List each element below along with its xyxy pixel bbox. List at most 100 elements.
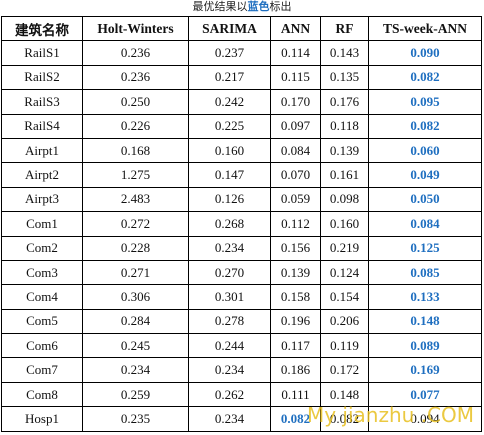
- cell: 0.217: [188, 64, 271, 91]
- results-table: 建筑名称 Holt-Winters SARIMA ANN RF TS-week-ANN R…: [1, 15, 482, 432]
- cell: 0.234: [188, 406, 271, 432]
- cell: 0.059: [270, 186, 321, 213]
- table-row: Com6 0.245 0.244 0.117 0.119 0.089: [1, 333, 482, 359]
- cell: 0.206: [320, 308, 369, 335]
- cell: 0.118: [320, 113, 369, 139]
- cell: 0.186: [270, 357, 321, 383]
- table-row: Airpt3 2.483 0.126 0.059 0.098 0.050: [1, 186, 482, 213]
- cell: 1.275: [82, 162, 189, 188]
- cell: 0.049: [368, 162, 482, 188]
- cell: 0.098: [320, 186, 369, 213]
- cell: 0.097: [270, 113, 321, 139]
- cell: 0.070: [270, 162, 321, 188]
- cell: 0.114: [270, 40, 321, 66]
- row-label: Airpt3: [1, 186, 83, 213]
- cell: 2.483: [82, 186, 189, 213]
- caption-text: 最优结果以: [192, 0, 248, 13]
- cell: 0.082: [320, 406, 369, 432]
- cell: 0.082: [368, 64, 482, 91]
- cell: 0.161: [320, 162, 369, 188]
- header-cell: TS-week-ANN: [368, 15, 482, 42]
- caption-text: 标出: [269, 0, 292, 13]
- table-row: Com7 0.234 0.234 0.186 0.172 0.169: [1, 357, 482, 383]
- cell: 0.237: [188, 40, 271, 66]
- cell: 0.143: [320, 40, 369, 66]
- row-label: Com4: [1, 284, 83, 310]
- table-row: Com4 0.306 0.301 0.158 0.154 0.133: [1, 284, 482, 310]
- table-row: Airpt2 1.275 0.147 0.070 0.161 0.049: [1, 162, 482, 188]
- cell: 0.278: [188, 308, 271, 335]
- row-label: Airpt2: [1, 162, 83, 188]
- cell: 0.234: [188, 357, 271, 383]
- cell: 0.259: [82, 381, 189, 408]
- cell: 0.084: [368, 211, 482, 237]
- cell: 0.160: [188, 137, 271, 164]
- cell: 0.085: [368, 259, 482, 286]
- cell: 0.226: [82, 113, 189, 139]
- cell: 0.139: [270, 259, 321, 286]
- row-label: Com3: [1, 259, 83, 286]
- cell: 0.234: [188, 235, 271, 261]
- row-label: RailS3: [1, 89, 83, 115]
- cell: 0.272: [82, 211, 189, 237]
- cell: 0.262: [188, 381, 271, 408]
- cell: 0.126: [188, 186, 271, 213]
- cell: 0.168: [82, 137, 189, 164]
- cell: 0.135: [320, 64, 369, 91]
- cell: 0.250: [82, 89, 189, 115]
- table-row: Com2 0.228 0.234 0.156 0.219 0.125: [1, 235, 482, 261]
- cell: 0.077: [368, 381, 482, 408]
- cell: 0.235: [82, 406, 189, 432]
- cell: 0.160: [320, 211, 369, 237]
- cell: 0.234: [82, 357, 189, 383]
- cell: 0.268: [188, 211, 271, 237]
- header-cell: RF: [320, 15, 369, 42]
- row-label: Com7: [1, 357, 83, 383]
- cell: 0.176: [320, 89, 369, 115]
- table-row: RailS3 0.250 0.242 0.170 0.176 0.095: [1, 89, 482, 115]
- row-label: Airpt1: [1, 137, 83, 164]
- cell: 0.219: [320, 235, 369, 261]
- cell: 0.084: [270, 137, 321, 164]
- cell: 0.225: [188, 113, 271, 139]
- cell: 0.095: [368, 89, 482, 115]
- cell: 0.228: [82, 235, 189, 261]
- cell: 0.169: [368, 357, 482, 383]
- cell: 0.082: [368, 113, 482, 139]
- caption: 最优结果以蓝色标出: [0, 0, 484, 14]
- cell: 0.117: [270, 333, 321, 359]
- cell: 0.111: [270, 381, 321, 408]
- cell: 0.158: [270, 284, 321, 310]
- header-cell: 建筑名称: [1, 15, 83, 42]
- table-row: Airpt1 0.168 0.160 0.084 0.139 0.060: [1, 137, 482, 164]
- cell: 0.125: [368, 235, 482, 261]
- cell: 0.236: [82, 40, 189, 66]
- header-cell: Holt-Winters: [82, 15, 189, 42]
- header-row: 建筑名称 Holt-Winters SARIMA ANN RF TS-week-ANN: [1, 15, 482, 42]
- cell: 0.156: [270, 235, 321, 261]
- table-row: Hosp1 0.235 0.234 0.082 0.082 0.094: [1, 406, 482, 432]
- cell: 0.115: [270, 64, 321, 91]
- cell: 0.089: [368, 333, 482, 359]
- cell: 0.270: [188, 259, 271, 286]
- row-label: Com2: [1, 235, 83, 261]
- row-label: Com8: [1, 381, 83, 408]
- cell: 0.119: [320, 333, 369, 359]
- header-cell: SARIMA: [188, 15, 271, 42]
- cell: 0.244: [188, 333, 271, 359]
- row-label: Com6: [1, 333, 83, 359]
- row-label: Com5: [1, 308, 83, 335]
- row-label: Com1: [1, 211, 83, 237]
- cell: 0.050: [368, 186, 482, 213]
- table-row: RailS4 0.226 0.225 0.097 0.118 0.082: [1, 113, 482, 139]
- cell: 0.094: [368, 406, 482, 432]
- table-row: Com5 0.284 0.278 0.196 0.206 0.148: [1, 308, 482, 335]
- row-label: Hosp1: [1, 406, 83, 432]
- cell: 0.172: [320, 357, 369, 383]
- cell: 0.133: [368, 284, 482, 310]
- row-label: RailS4: [1, 113, 83, 139]
- cell: 0.148: [368, 308, 482, 335]
- cell: 0.196: [270, 308, 321, 335]
- cell: 0.170: [270, 89, 321, 115]
- table-row: RailS2 0.236 0.217 0.115 0.135 0.082: [1, 64, 482, 91]
